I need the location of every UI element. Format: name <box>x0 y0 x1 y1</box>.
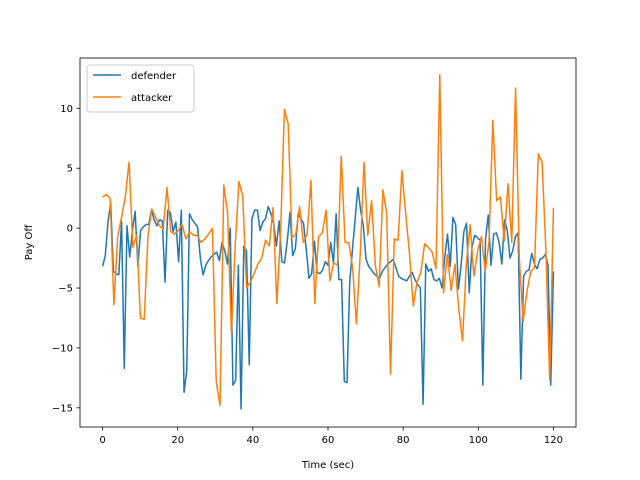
y-axis-label: Pay Off <box>24 224 35 261</box>
x-tick-label: 120 <box>544 435 563 446</box>
legend-label-defender: defender <box>131 71 177 82</box>
x-axis-ticks: 0 20 40 60 80 100 120 <box>99 427 563 446</box>
x-tick-label: 80 <box>397 435 410 446</box>
y-tick-label: 10 <box>60 104 73 115</box>
y-tick-label: −10 <box>52 343 73 354</box>
x-tick-label: 20 <box>171 435 184 446</box>
y-tick-label: −15 <box>52 403 73 414</box>
legend-box <box>86 64 195 113</box>
series-line-defender <box>101 186 555 410</box>
legend: defender attacker <box>86 64 195 113</box>
x-axis-label: Time (sec) <box>301 460 354 471</box>
y-tick-label: 0 <box>67 224 73 235</box>
x-tick-label: 60 <box>322 435 335 446</box>
y-tick-label: −5 <box>58 284 73 295</box>
x-tick-label: 0 <box>99 435 105 446</box>
y-tick-label: 5 <box>67 164 73 175</box>
series-line-attacker <box>102 74 555 407</box>
series-layer <box>101 74 555 410</box>
x-tick-label: 40 <box>246 435 259 446</box>
legend-label-attacker: attacker <box>131 93 173 104</box>
x-tick-label: 100 <box>469 435 488 446</box>
y-axis-ticks: −15 −10 −5 0 5 10 <box>52 104 80 414</box>
